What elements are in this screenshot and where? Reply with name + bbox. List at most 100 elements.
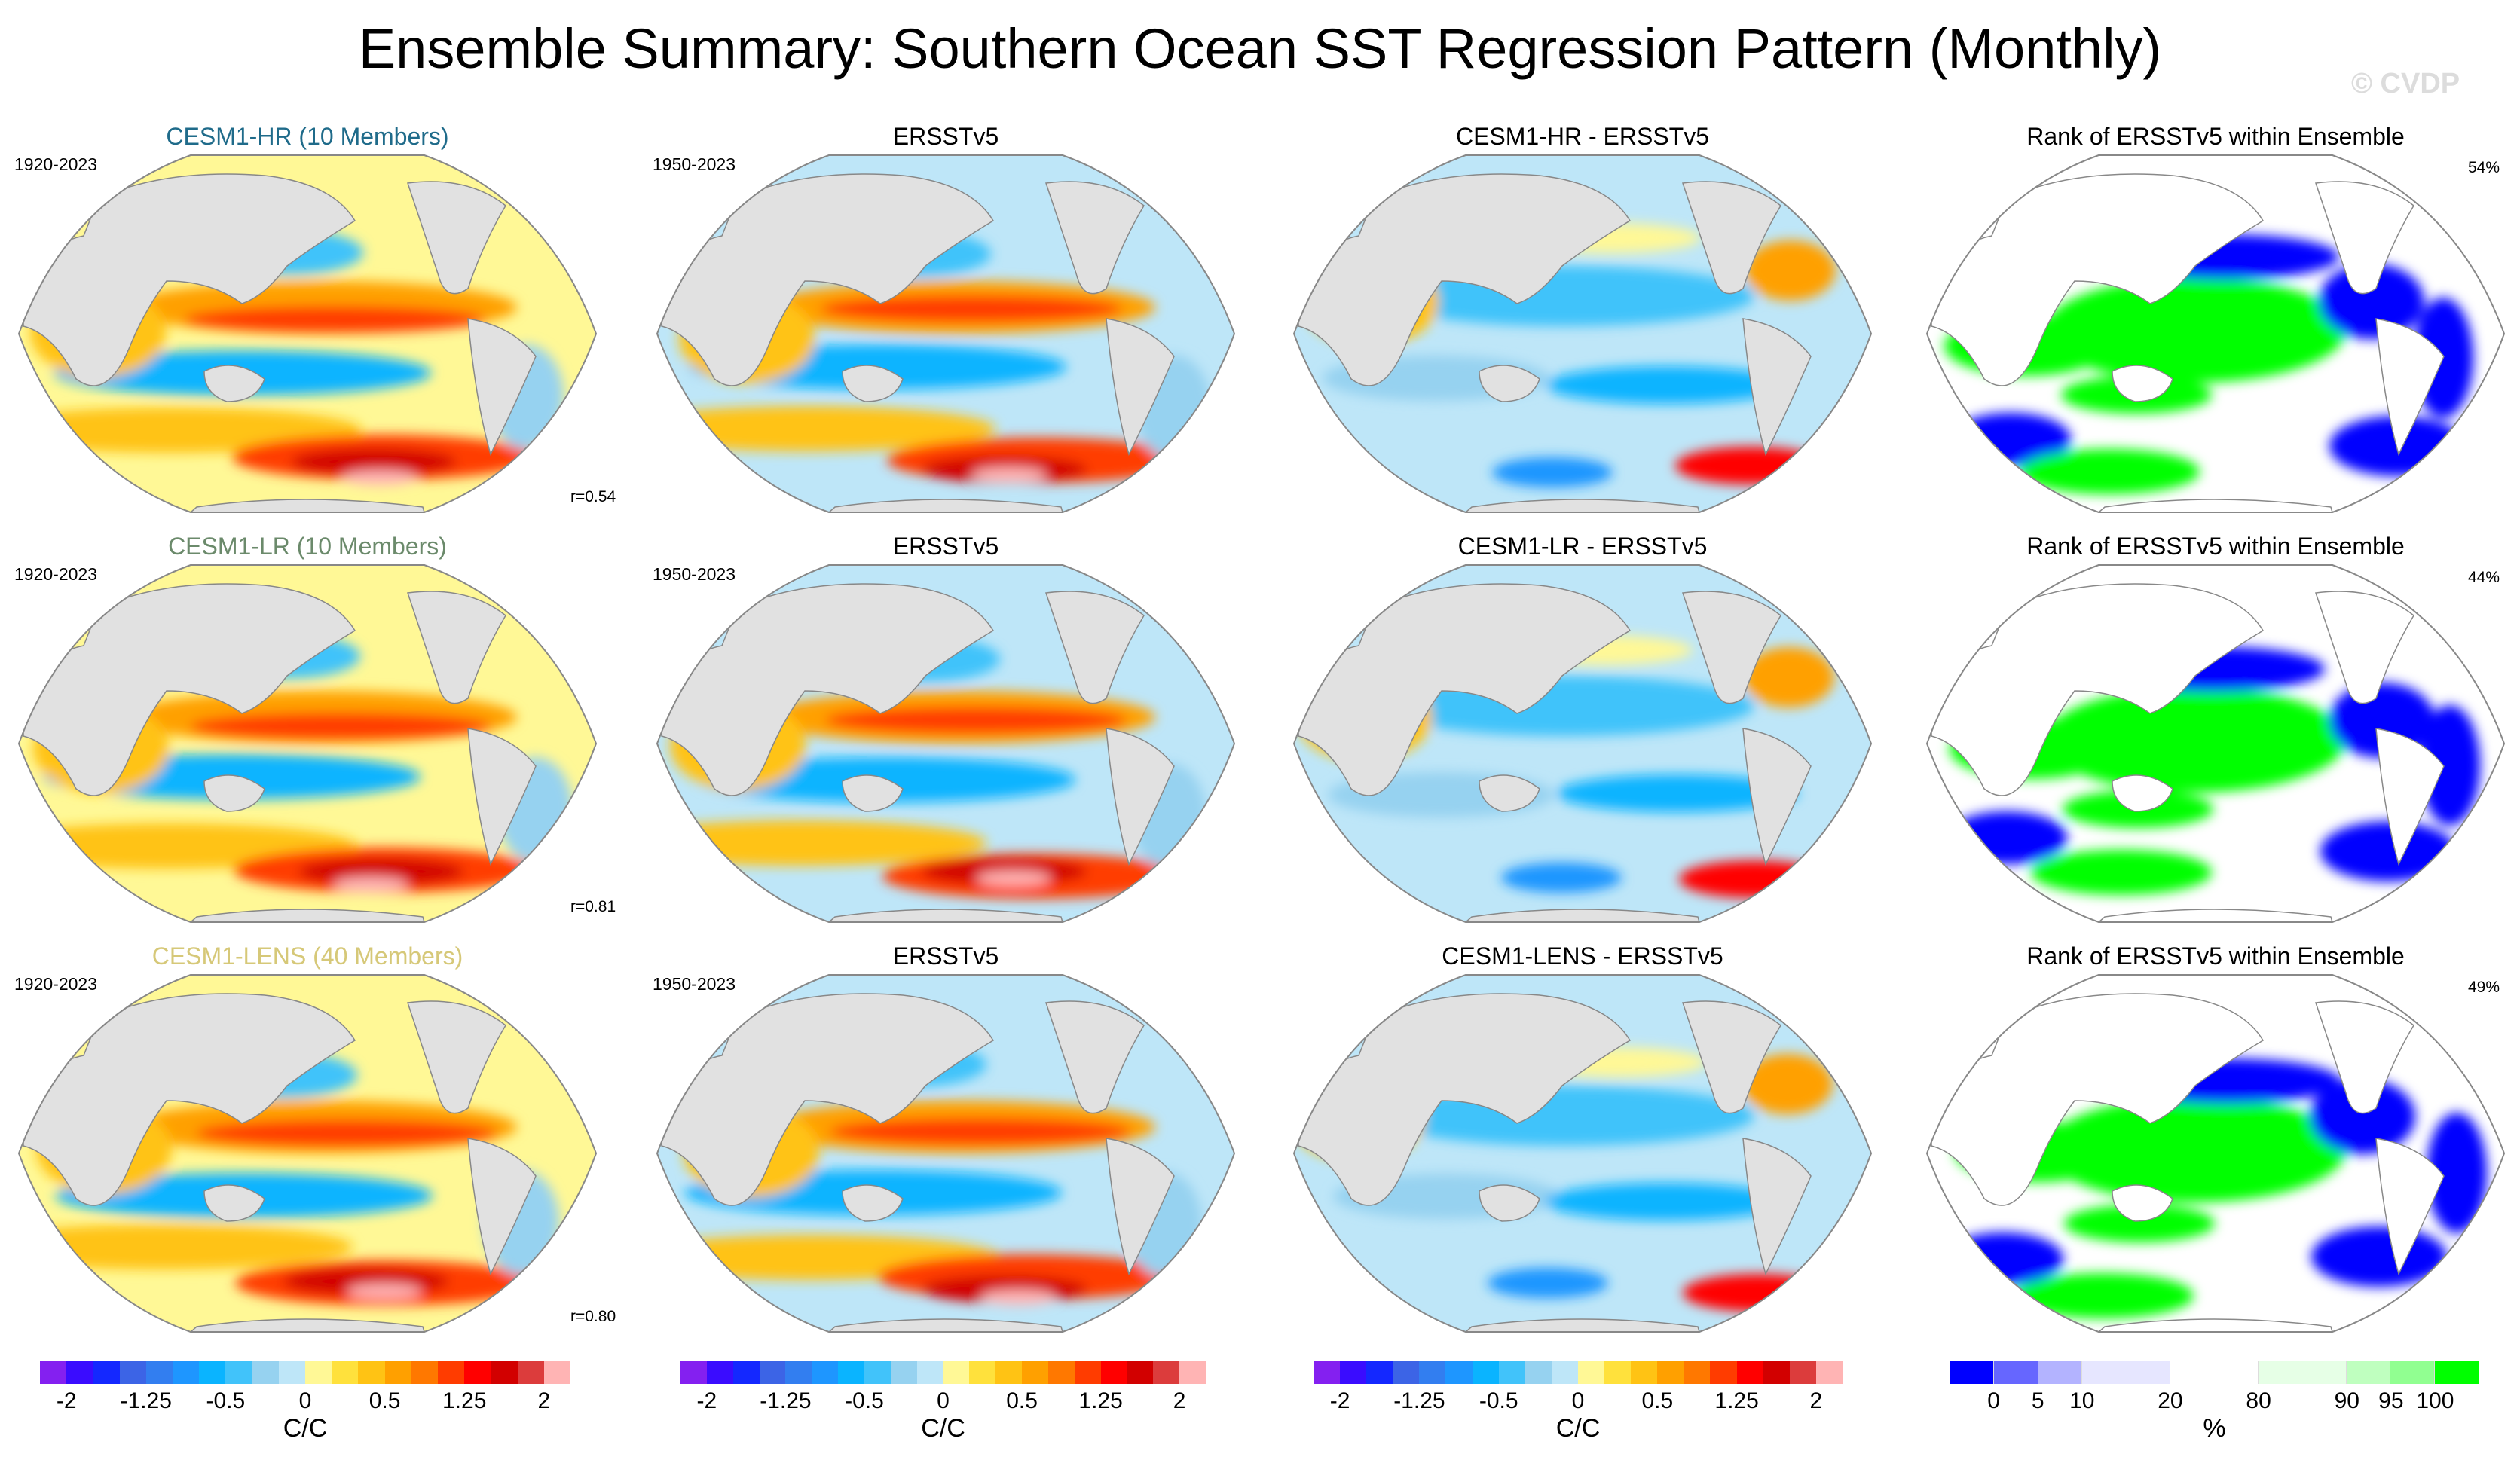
colorbar-swatch	[1710, 1361, 1737, 1384]
land-mass	[1464, 909, 1700, 922]
land-mass	[203, 774, 265, 812]
map-outline	[17, 974, 598, 1333]
field-anomaly	[2031, 850, 2212, 895]
field-anomaly	[2019, 449, 2200, 494]
field-anomaly	[2310, 1079, 2415, 1154]
land-mass	[2097, 1318, 2333, 1332]
land-mass	[1298, 583, 1632, 796]
rank-panel-title: Rank of ERSSTv5 within Ensemble	[2026, 942, 2405, 970]
rank-map	[1925, 564, 2506, 923]
map-outline	[1292, 564, 1873, 923]
model-map	[17, 564, 598, 923]
year-range-label: 1950-2023	[653, 974, 736, 994]
field-anomaly	[1675, 447, 1826, 484]
land-mass	[1106, 728, 1175, 866]
colorbar-tick-label: 2	[1173, 1388, 1186, 1413]
land-mass	[23, 173, 356, 386]
colorbar-unit-label: C/C	[921, 1414, 965, 1443]
colorbar-unit-label: C/C	[1555, 1414, 1601, 1443]
colorbar-tick-label: 0	[298, 1388, 312, 1413]
colorbar-swatch	[943, 1361, 970, 1384]
field-anomaly	[291, 448, 457, 475]
field-anomaly	[347, 1284, 422, 1299]
land-mass	[842, 774, 904, 812]
map-outline	[1925, 154, 2506, 513]
field-anomaly	[342, 470, 417, 485]
year-range-label: 1920-2023	[14, 154, 97, 174]
land-mass	[661, 173, 995, 386]
colorbar-swatch	[119, 1361, 146, 1384]
land-mass	[1044, 181, 1145, 295]
land-mass	[2097, 909, 2333, 922]
map-outline	[17, 154, 598, 513]
colorbar-swatch	[1100, 1361, 1127, 1384]
land-mass	[23, 583, 356, 796]
field-anomaly	[1745, 240, 1836, 301]
colorbar-swatch	[759, 1361, 786, 1384]
field-anomaly	[2044, 277, 2346, 383]
colorbar-tick-label: 0.5	[1641, 1388, 1674, 1413]
colorbar-swatch	[1657, 1361, 1684, 1384]
land-mass	[1742, 728, 1812, 866]
colorbar-swatch	[1789, 1361, 1816, 1384]
land-mass	[827, 499, 1063, 512]
colorbar-swatch	[464, 1361, 491, 1384]
field-anomaly	[825, 707, 1127, 734]
colorbar-swatch	[1472, 1361, 1499, 1384]
land-mass	[1044, 1000, 1145, 1114]
colorbar-unit-label: C/C	[283, 1414, 328, 1443]
colorbar-swatch	[225, 1361, 252, 1384]
land-mass	[2314, 181, 2414, 295]
colorbar-swatch	[491, 1361, 518, 1384]
colorbar-swatch	[1179, 1361, 1206, 1384]
obs-map	[656, 154, 1236, 513]
land-mass	[842, 1184, 904, 1222]
colorbar-swatch	[732, 1361, 760, 1384]
colorbar-tick-label: -0.5	[1479, 1388, 1518, 1413]
field-anomaly	[184, 306, 485, 333]
field-anomaly	[2311, 1226, 2447, 1287]
land-mass	[827, 909, 1063, 922]
colorbar-tick-label: 1.25	[1714, 1388, 1759, 1413]
colorbar-swatch	[1763, 1361, 1790, 1384]
colorbar-swatch	[916, 1361, 943, 1384]
map-outline	[1925, 974, 2506, 1333]
colorbar-swatch	[411, 1361, 439, 1384]
obs-panel-title: ERSSTv5	[892, 942, 999, 970]
field-anomaly	[821, 295, 1122, 322]
colorbar-swatch	[812, 1361, 839, 1384]
colorbar-swatch	[93, 1361, 120, 1384]
land-mass	[1931, 993, 2265, 1206]
colorbar-swatch	[864, 1361, 891, 1384]
colorbar-swatch	[1736, 1361, 1763, 1384]
colorbar-swatch	[2038, 1361, 2083, 1384]
colorbar-tick-label: 90	[2334, 1388, 2359, 1413]
colorbar-swatch	[680, 1361, 707, 1384]
field-anomaly	[2013, 1273, 2194, 1318]
land-mass	[1681, 1000, 1781, 1114]
colorbar-swatch	[252, 1361, 279, 1384]
field-anomaly	[1683, 1274, 1833, 1312]
colorbar-tick-label: -1.25	[760, 1388, 812, 1413]
field-anomaly	[830, 1118, 1131, 1145]
land-mass	[2375, 728, 2445, 866]
colorbar-swatch	[1631, 1361, 1658, 1384]
land-mass	[1681, 591, 1781, 704]
rank-percent-label: 54%	[2468, 159, 2500, 176]
model-map	[17, 154, 598, 513]
model-map	[17, 974, 598, 1333]
model-panel-title: CESM1-LENS (40 Members)	[151, 942, 463, 970]
map-outline	[656, 564, 1236, 923]
colorbar-tick-label: -2	[1329, 1388, 1350, 1413]
field-anomaly	[976, 871, 1051, 886]
colorbar-swatch	[2170, 1361, 2259, 1384]
pattern-correlation-label: r=0.54	[570, 488, 616, 506]
diff-map	[1292, 154, 1873, 513]
map-outline	[1292, 154, 1873, 513]
land-mass	[467, 318, 537, 457]
diff-panel-title: CESM1-LENS - ERSSTv5	[1442, 942, 1723, 970]
colorbar-swatch	[1074, 1361, 1101, 1384]
map-outline	[656, 154, 1236, 513]
obs-panel-title: ERSSTv5	[892, 123, 999, 150]
land-mass	[203, 1184, 265, 1222]
